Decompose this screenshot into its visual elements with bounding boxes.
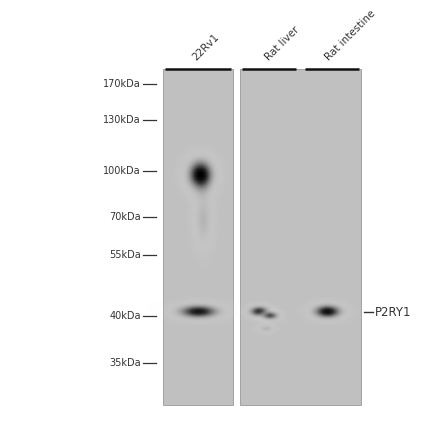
Text: 55kDa: 55kDa (109, 250, 141, 260)
Text: 130kDa: 130kDa (103, 115, 141, 125)
Text: P2RY1: P2RY1 (375, 306, 411, 318)
Text: 40kDa: 40kDa (109, 311, 141, 321)
Text: 70kDa: 70kDa (109, 212, 141, 222)
Bar (240, 69, 361, 405)
Text: Rat intestine: Rat intestine (323, 9, 378, 63)
Text: 170kDa: 170kDa (103, 79, 141, 89)
Text: 100kDa: 100kDa (103, 165, 141, 176)
Text: 35kDa: 35kDa (109, 358, 141, 368)
Bar (163, 69, 233, 405)
Text: 22Rv1: 22Rv1 (191, 32, 221, 63)
Text: Rat liver: Rat liver (263, 25, 301, 63)
